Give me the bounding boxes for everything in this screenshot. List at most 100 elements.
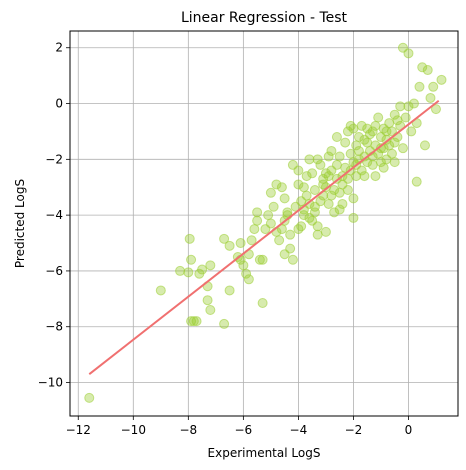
scatter-point bbox=[304, 212, 315, 223]
scatter-point bbox=[436, 74, 447, 85]
scatter-point bbox=[370, 171, 381, 182]
scatter-point bbox=[249, 224, 260, 235]
scatter-point bbox=[260, 224, 271, 235]
scatter-point bbox=[293, 165, 304, 176]
scatter-point bbox=[428, 81, 439, 92]
scatter-point bbox=[408, 98, 419, 109]
x-tick-label: 0 bbox=[405, 423, 413, 437]
scatter-point bbox=[334, 187, 345, 198]
grid-lines bbox=[70, 31, 458, 416]
scatter-point bbox=[279, 193, 290, 204]
scatter-point bbox=[381, 126, 392, 137]
scatter-point bbox=[348, 123, 359, 134]
chart-title: Linear Regression - Test bbox=[181, 10, 348, 26]
scatter-point bbox=[274, 235, 285, 246]
scatter-point bbox=[318, 179, 329, 190]
scatter-point bbox=[362, 123, 373, 134]
scatter-point bbox=[188, 316, 199, 327]
scatter-point bbox=[329, 207, 340, 218]
scatter-point bbox=[400, 112, 411, 123]
scatter-point bbox=[386, 148, 397, 159]
scatter-point bbox=[197, 264, 208, 275]
scatter-point bbox=[337, 179, 348, 190]
scatter-point bbox=[263, 210, 274, 221]
scatter-point bbox=[224, 285, 235, 296]
scatter-point bbox=[331, 159, 342, 170]
scatter-point bbox=[257, 298, 268, 309]
scatter-point bbox=[417, 62, 428, 73]
y-tick-label: −10 bbox=[38, 376, 63, 390]
scatter-point bbox=[425, 92, 436, 103]
scatter-point bbox=[205, 304, 216, 315]
scatter-point bbox=[246, 235, 257, 246]
scatter-point bbox=[285, 243, 296, 254]
scatter-point bbox=[414, 81, 425, 92]
scatter-point bbox=[430, 104, 441, 115]
scatter-point bbox=[367, 126, 378, 137]
scatter-point bbox=[282, 207, 293, 218]
scatter-point bbox=[183, 267, 194, 278]
y-tick-label: −2 bbox=[45, 152, 63, 166]
scatter-point bbox=[254, 254, 265, 265]
scatter-point bbox=[271, 179, 282, 190]
scatter-point bbox=[397, 143, 408, 154]
scatter-point bbox=[293, 224, 304, 235]
scatter-point bbox=[186, 316, 197, 327]
regression-line bbox=[88, 99, 440, 375]
scatter-point bbox=[403, 101, 414, 112]
scatter-point bbox=[359, 171, 370, 182]
scatter-point bbox=[312, 221, 323, 232]
scatter-point bbox=[84, 392, 95, 403]
y-tick-label: −4 bbox=[45, 208, 63, 222]
scatter-point bbox=[265, 187, 276, 198]
scatter-point bbox=[315, 159, 326, 170]
x-tick-label: −6 bbox=[235, 423, 253, 437]
scatter-point bbox=[406, 126, 417, 137]
scatter-point bbox=[359, 134, 370, 145]
scatter-point bbox=[348, 193, 359, 204]
scatter-point bbox=[205, 260, 216, 271]
y-axis-label: Predicted LogS bbox=[13, 179, 27, 268]
scatter-point bbox=[384, 118, 395, 129]
scatter-point bbox=[331, 132, 342, 143]
scatter-point bbox=[389, 137, 400, 148]
scatter-point bbox=[155, 285, 166, 296]
scatter-point bbox=[285, 229, 296, 240]
scatter-points bbox=[84, 42, 447, 403]
scatter-point bbox=[345, 148, 356, 159]
scatter-point bbox=[312, 229, 323, 240]
scatter-point bbox=[235, 238, 246, 249]
scatter-point bbox=[257, 254, 268, 265]
scatter-point bbox=[191, 316, 202, 327]
y-tick-label: 2 bbox=[55, 41, 63, 55]
scatter-point bbox=[389, 157, 400, 168]
scatter-point bbox=[301, 190, 312, 201]
scatter-point bbox=[392, 115, 403, 126]
scatter-point bbox=[175, 265, 186, 276]
scatter-point bbox=[184, 233, 195, 244]
scatter-point bbox=[323, 198, 334, 209]
x-tick-label: −8 bbox=[179, 423, 197, 437]
scatter-point bbox=[373, 112, 384, 123]
scatter-point bbox=[298, 210, 309, 221]
scatter-point bbox=[241, 268, 252, 279]
scatter-point bbox=[340, 162, 351, 173]
scatter-point bbox=[309, 185, 320, 196]
scatter-point bbox=[334, 151, 345, 162]
scatter-point bbox=[224, 240, 235, 251]
scatter-point bbox=[345, 120, 356, 131]
scatter-point bbox=[422, 65, 433, 76]
scatter-point bbox=[186, 254, 197, 265]
scatter-point bbox=[219, 318, 230, 329]
x-tick-label: −4 bbox=[290, 423, 308, 437]
x-tick-label: −2 bbox=[345, 423, 363, 437]
scatter-point bbox=[334, 204, 345, 215]
scatter-point bbox=[320, 226, 331, 237]
y-tick-label: −6 bbox=[45, 264, 63, 278]
scatter-point bbox=[309, 201, 320, 212]
y-tick-label: 0 bbox=[55, 97, 63, 111]
scatter-point bbox=[323, 151, 334, 162]
scatter-point bbox=[287, 254, 298, 265]
scatter-point bbox=[276, 182, 287, 193]
